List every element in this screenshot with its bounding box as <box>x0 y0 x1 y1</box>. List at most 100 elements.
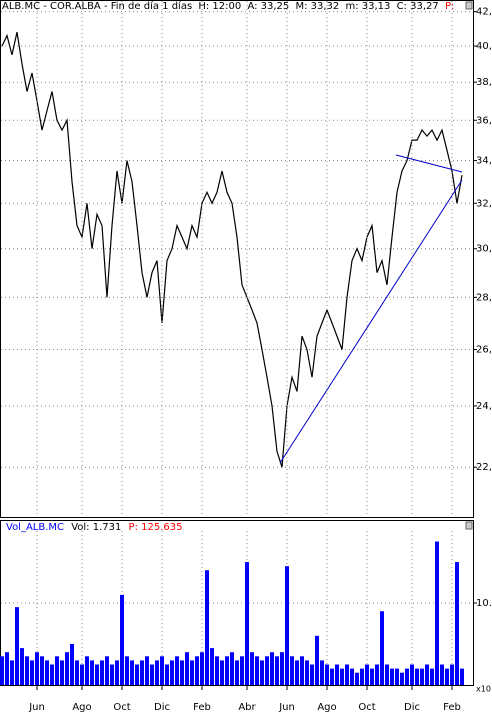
volume-bar <box>390 668 394 685</box>
volume-bar <box>55 656 59 685</box>
volume-bar <box>90 660 94 685</box>
y-tick-label: 40,00 <box>476 41 492 52</box>
volume-bar <box>150 664 154 685</box>
volume-bar <box>420 668 424 685</box>
price-line <box>1 31 463 468</box>
volume-bar <box>175 656 179 685</box>
volume-bar <box>290 656 294 685</box>
volume-bar <box>380 611 384 685</box>
volume-bar <box>280 652 284 685</box>
volume-bar <box>5 652 9 685</box>
volume-bar <box>40 656 44 685</box>
volume-bar <box>35 652 39 685</box>
x-tick-label: Jun <box>278 702 295 713</box>
volume-bar <box>180 660 184 685</box>
volume-bar <box>460 668 464 685</box>
x-tick-label: Feb <box>193 702 211 713</box>
x-tick-label: Dic <box>154 702 170 713</box>
x-tick-label: Abr <box>238 702 256 713</box>
volume-bar <box>10 660 14 685</box>
volume-bar <box>340 668 344 685</box>
x-tick-label: Feb <box>443 702 461 713</box>
y-tick-label: 38,00 <box>476 77 492 88</box>
volume-bar <box>155 660 159 685</box>
volume-bar <box>385 664 389 685</box>
volume-bar <box>235 660 239 685</box>
volume-bar <box>115 660 119 685</box>
volume-bar <box>350 668 354 685</box>
volume-bar <box>325 664 329 685</box>
volume-bar <box>415 668 419 685</box>
volume-bar <box>430 668 434 685</box>
volume-bar <box>135 664 139 685</box>
volume-bar <box>0 656 4 685</box>
volume-bar <box>245 562 249 685</box>
x-tick-label: Oct <box>113 702 130 713</box>
header-field: A: 33,25 <box>247 1 289 12</box>
volume-bar <box>190 660 194 685</box>
volume-field: P: 125.635 <box>129 522 183 533</box>
volume-bar <box>225 656 229 685</box>
volume-bar <box>60 660 64 685</box>
y-tick-label: 32,00 <box>476 198 492 209</box>
volume-bar <box>400 672 404 685</box>
price-header: ALB.MC - COR.ALBA - Fin de día 1 días H:… <box>2 0 454 12</box>
pane-icon[interactable] <box>465 1 473 10</box>
volume-bar <box>305 660 309 685</box>
header-field: M: 33,32 <box>295 1 339 12</box>
price-pane <box>0 0 474 518</box>
y-tick-label: 22,00 <box>476 462 492 473</box>
volume-bar <box>260 660 264 685</box>
volume-bar <box>160 656 164 685</box>
volume-bar <box>110 664 114 685</box>
volume-bar <box>330 668 334 685</box>
volume-bar <box>445 668 449 685</box>
volume-bar <box>295 660 299 685</box>
trend-line <box>395 154 463 173</box>
y-tick-label: 24,00 <box>476 401 492 412</box>
volume-bar <box>220 660 224 685</box>
volume-bar <box>125 656 129 685</box>
volume-bar <box>395 668 399 685</box>
volume-bar <box>210 648 214 685</box>
volume-bar <box>195 656 199 685</box>
volume-bar <box>25 656 29 685</box>
volume-field: Vol: 1.731 <box>71 522 121 533</box>
pane-icon[interactable] <box>465 521 473 530</box>
volume-bar <box>20 648 24 685</box>
x-tick-label: Jun <box>28 702 45 713</box>
volume-bar <box>285 566 289 685</box>
header-field: P: <box>445 1 454 12</box>
volume-bar <box>165 664 169 685</box>
volume-bar <box>130 660 134 685</box>
y-tick-label: 26,00 <box>476 345 492 356</box>
volume-bar <box>355 672 359 685</box>
volume-bar <box>265 656 269 685</box>
trend-line <box>279 179 463 464</box>
volume-bar <box>310 664 314 685</box>
header-field: H: 12:00 <box>198 1 241 12</box>
y-tick-label: 30,00 <box>476 244 492 255</box>
y-tick-label: 34,00 <box>476 156 492 167</box>
volume-unit: x10 <box>476 685 491 694</box>
volume-bar <box>95 664 99 685</box>
volume-bar <box>30 660 34 685</box>
x-tick-label: Ago <box>72 702 91 713</box>
volume-bar <box>140 660 144 685</box>
volume-bar <box>80 664 84 685</box>
volume-bar <box>365 664 369 685</box>
volume-bar <box>185 652 189 685</box>
y-tick-label: 36,00 <box>476 115 492 126</box>
volume-bar <box>65 652 69 685</box>
volume-bar <box>215 656 219 685</box>
volume-bar <box>270 652 274 685</box>
header-field: C: 33,27 <box>397 1 439 12</box>
volume-bar <box>375 664 379 685</box>
x-tick-label: Dic <box>404 702 420 713</box>
volume-bar <box>120 594 124 685</box>
y-tick-label: 10.0 <box>476 598 492 609</box>
volume-bar <box>100 660 104 685</box>
volume-title: Vol_ALB.MC <box>6 522 64 533</box>
volume-bar <box>320 660 324 685</box>
